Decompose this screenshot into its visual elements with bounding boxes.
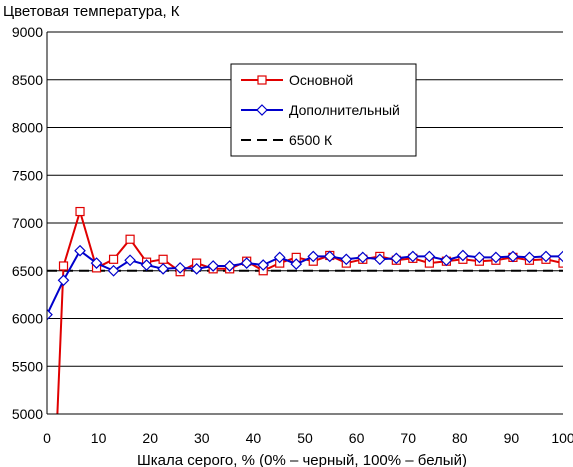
data-point [373,253,386,266]
data-point [158,254,168,264]
x-tick-labels: 0 10 20 30 40 50 60 70 80 90 100 [43,430,573,446]
data-point [107,264,120,277]
data-point [323,250,336,263]
data-point [356,251,369,264]
data-point [108,254,119,264]
data-point [557,250,563,263]
x-tick-label: 90 [504,430,520,446]
data-point [473,251,486,264]
plot-frame [46,32,563,415]
data-point [157,262,169,275]
data-point [47,308,53,321]
data-point [406,250,419,263]
data-point [75,206,85,217]
x-tick-label: 40 [246,430,262,446]
data-point [124,254,136,267]
y-tick-label: 8000 [12,120,43,136]
data-point [540,250,552,263]
x-tick-label: 70 [400,430,416,446]
y-tick-label: 5500 [12,358,43,374]
data-point [58,261,69,271]
data-point [223,260,236,272]
series-1 [47,244,563,321]
y-tick-label: 7000 [12,215,43,231]
y-tick-label: 7500 [12,167,43,183]
data-point [440,254,453,267]
x-tick-label: 60 [349,430,365,446]
series-layer [47,206,563,414]
data-point [74,244,86,257]
data-point [340,253,353,266]
x-tick-label: 50 [297,430,313,446]
x-tick-label: 80 [452,430,468,446]
y-tick-label: 8500 [12,72,43,88]
x-tick-label: 20 [142,430,158,446]
data-point [140,259,153,271]
data-point [490,251,502,264]
legend-marker [256,104,268,116]
data-point [257,259,270,271]
data-point [390,252,403,265]
legend-label: 6500 К [289,132,333,148]
legend-marker [257,75,267,85]
y-tick-label: 6500 [12,263,43,279]
legend-label: Основной [289,72,353,88]
y-tick-label: 6000 [12,311,43,327]
x-tick-label: 100 [551,430,573,446]
data-point [290,258,303,270]
data-point [174,262,186,274]
data-point [457,249,469,262]
x-axis-label: Шкала серого, % (0% – черный, 100% – бел… [137,452,467,467]
data-point [190,262,203,275]
data-point [240,257,253,269]
legend-label: Дополнительный [289,102,400,118]
y-tick-label: 9000 [12,24,43,40]
data-point [125,234,135,244]
data-point [57,274,70,287]
chart-title: Цветовая температура, К [3,3,180,20]
data-point [523,251,536,264]
y-tick-labels: 5000 5500 6000 6500 7000 7500 8000 8500 9000 [12,24,43,422]
data-point [423,250,436,263]
x-tick-label: 30 [194,430,210,446]
legend: Основной Дополнительный 6500 К [230,63,417,157]
series-0 [56,206,563,414]
y-tick-label: 5000 [12,406,43,422]
data-point [558,258,563,268]
data-point [90,257,103,269]
x-tick-label: 0 [43,430,51,446]
x-tick-label: 10 [91,430,107,446]
data-point [307,250,320,263]
data-point [207,260,220,272]
data-point [507,250,519,263]
data-point [273,251,286,264]
